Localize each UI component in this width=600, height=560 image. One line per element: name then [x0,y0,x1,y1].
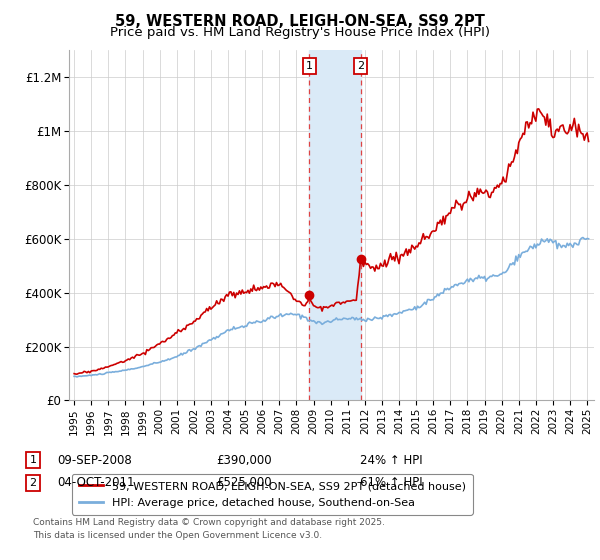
Text: 1: 1 [29,455,37,465]
Text: Contains HM Land Registry data © Crown copyright and database right 2025.
This d: Contains HM Land Registry data © Crown c… [33,519,385,540]
Text: 09-SEP-2008: 09-SEP-2008 [57,454,132,467]
Legend: 59, WESTERN ROAD, LEIGH-ON-SEA, SS9 2PT (detached house), HPI: Average price, de: 59, WESTERN ROAD, LEIGH-ON-SEA, SS9 2PT … [72,474,473,515]
Text: 1: 1 [306,61,313,71]
Text: 2: 2 [357,61,364,71]
Text: 59, WESTERN ROAD, LEIGH-ON-SEA, SS9 2PT: 59, WESTERN ROAD, LEIGH-ON-SEA, SS9 2PT [115,14,485,29]
Text: 61% ↑ HPI: 61% ↑ HPI [360,476,422,489]
Bar [309,50,361,400]
Text: 24% ↑ HPI: 24% ↑ HPI [360,454,422,467]
Text: 2: 2 [29,478,37,488]
Text: £525,000: £525,000 [216,476,272,489]
Text: Price paid vs. HM Land Registry's House Price Index (HPI): Price paid vs. HM Land Registry's House … [110,26,490,39]
Text: 04-OCT-2011: 04-OCT-2011 [57,476,134,489]
Text: £390,000: £390,000 [216,454,272,467]
